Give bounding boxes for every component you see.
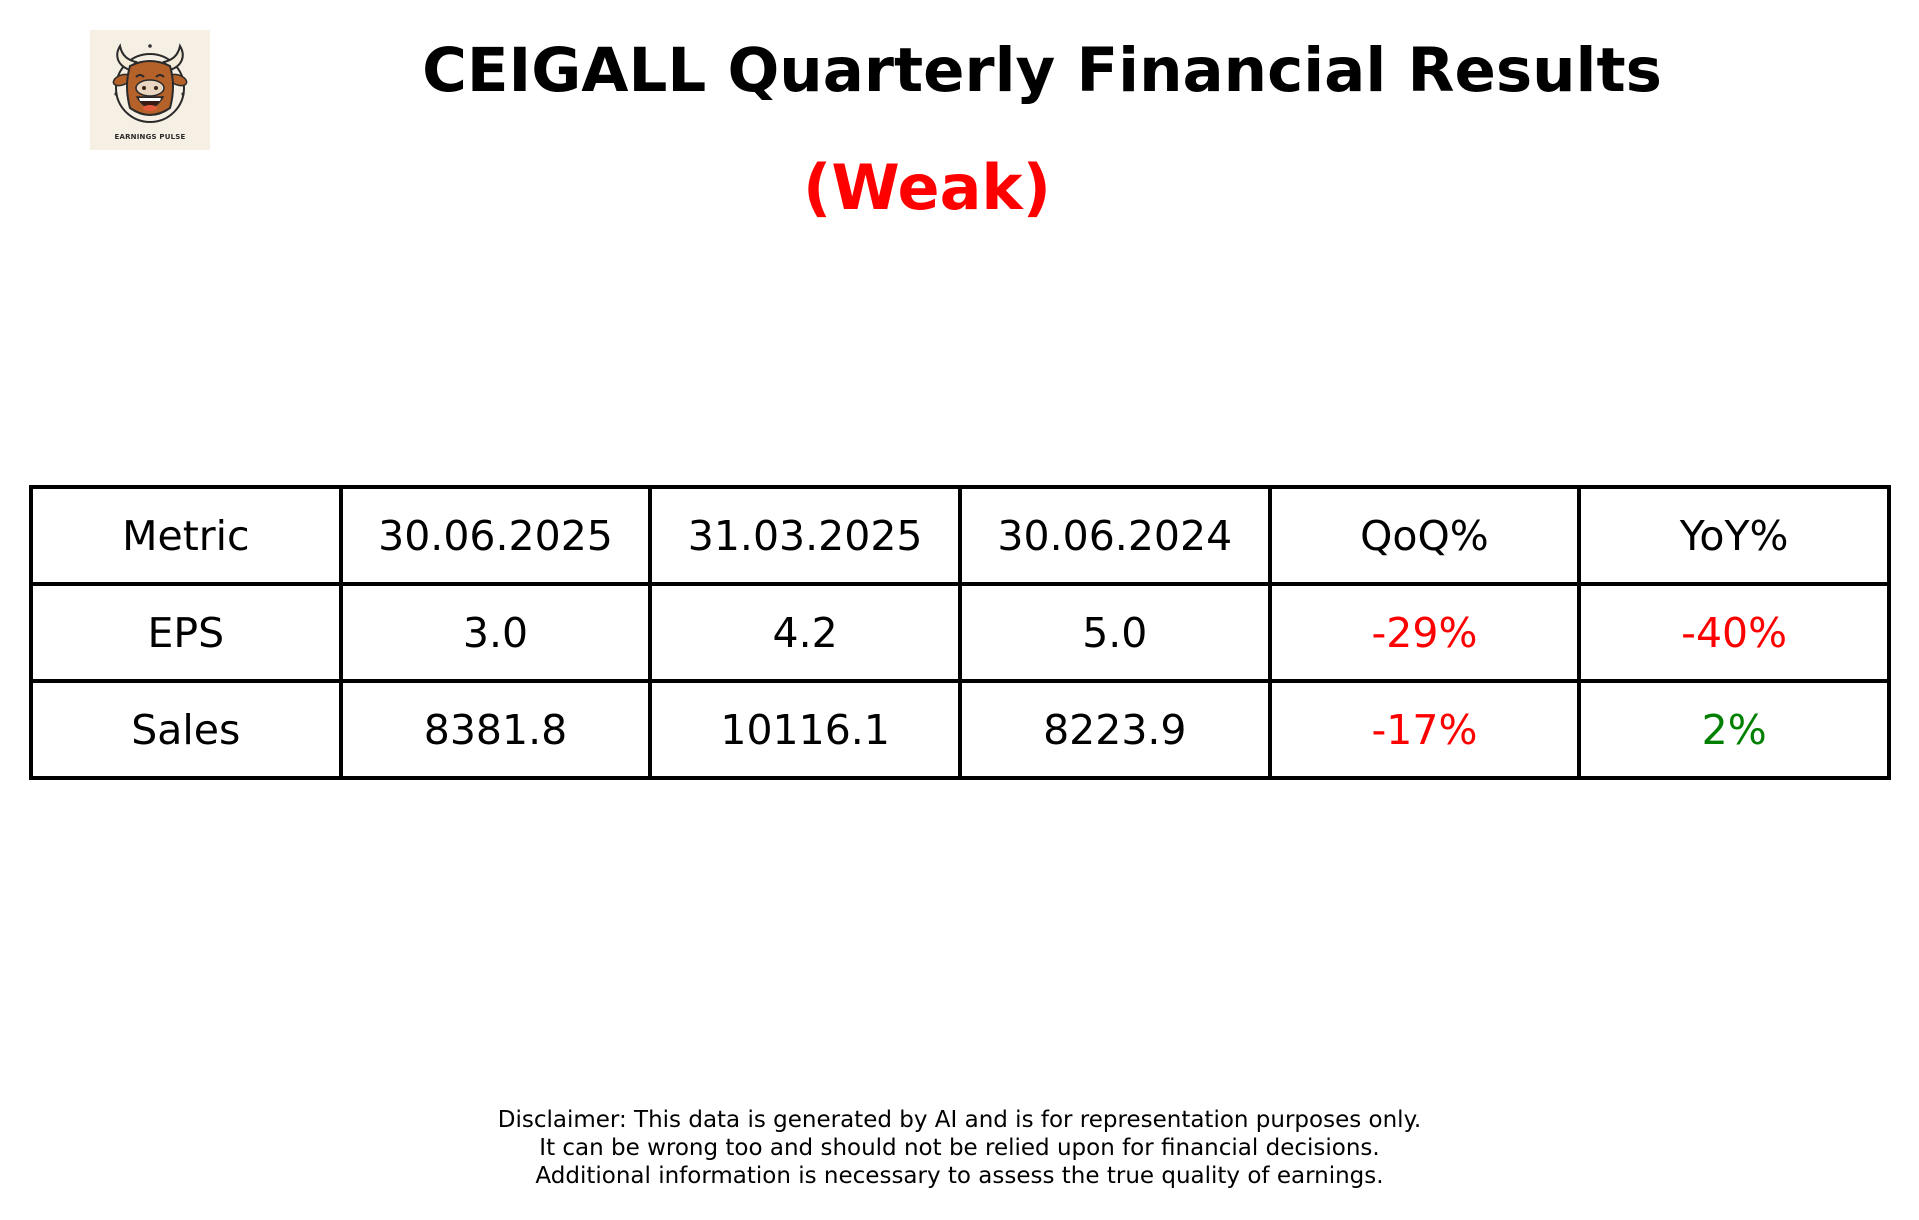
disclaimer-line: Disclaimer: This data is generated by AI… [497, 1107, 1422, 1133]
disclaimer-line: It can be wrong too and should not be re… [539, 1135, 1380, 1161]
yoy-change: 2% [1577, 679, 1891, 780]
prev-quarter-value: 4.2 [648, 582, 962, 683]
earnings-pulse-logo: EARNINGS PULSE [90, 30, 210, 150]
table-row: EPS 3.0 4.2 5.0 -29% -40% [29, 582, 1891, 683]
results-table: Metric 30.06.2025 31.03.2025 30.06.2024 … [29, 485, 1891, 780]
yoy-change: -40% [1577, 582, 1891, 683]
prev-quarter-value: 10116.1 [648, 679, 962, 780]
prev-year-value: 8223.9 [957, 679, 1272, 780]
laughing-bull-icon [112, 43, 188, 123]
table-header-row: Metric 30.06.2025 31.03.2025 30.06.2024 … [29, 485, 1891, 586]
header-yoy: YoY% [1577, 485, 1891, 586]
header-metric: Metric [29, 485, 343, 586]
header-previous-quarter: 31.03.2025 [648, 485, 962, 586]
metric-name: Sales [29, 679, 343, 780]
logo-caption: EARNINGS PULSE [114, 133, 186, 141]
header-previous-year: 30.06.2024 [957, 485, 1272, 586]
qoq-change: -29% [1267, 582, 1582, 683]
header-qoq: QoQ% [1267, 485, 1582, 586]
disclaimer: Disclaimer: This data is generated by AI… [0, 1106, 1919, 1190]
metric-name: EPS [29, 582, 343, 683]
qoq-change: -17% [1267, 679, 1582, 780]
rating-label: (Weak) [803, 151, 1051, 224]
header-current-quarter: 30.06.2025 [338, 485, 653, 586]
page-title: CEIGALL Quarterly Financial Results [422, 35, 1662, 106]
current-value: 8381.8 [338, 679, 653, 780]
disclaimer-line: Additional information is necessary to a… [535, 1163, 1384, 1189]
current-value: 3.0 [338, 582, 653, 683]
prev-year-value: 5.0 [957, 582, 1272, 683]
table-row: Sales 8381.8 10116.1 8223.9 -17% 2% [29, 679, 1891, 780]
